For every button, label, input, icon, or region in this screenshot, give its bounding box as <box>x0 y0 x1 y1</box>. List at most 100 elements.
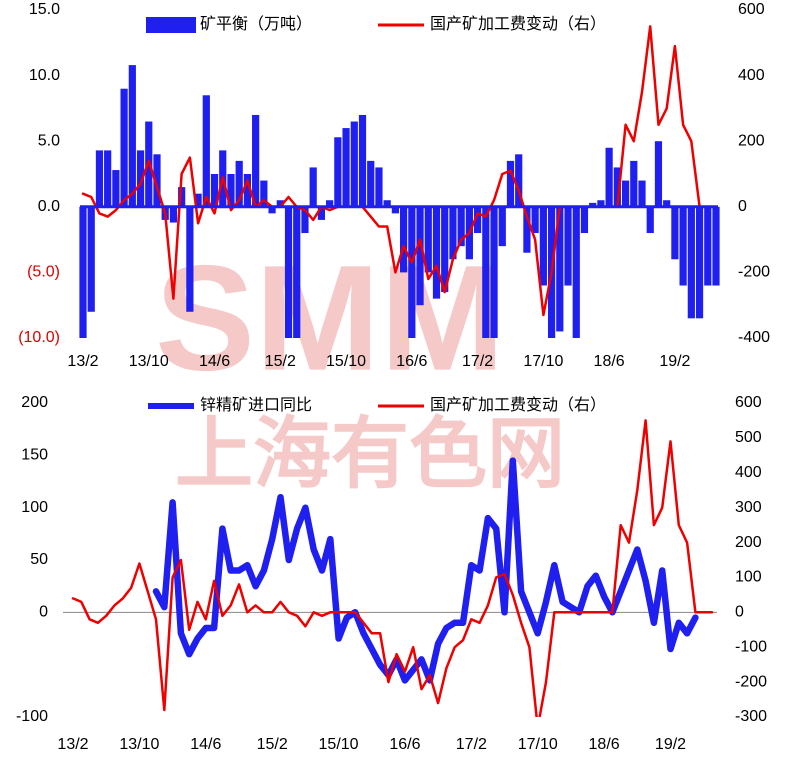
x-tick-label: 13/2 <box>57 736 88 753</box>
y-tick-label: 0 <box>39 604 48 621</box>
y2-tick-label: 200 <box>738 132 765 149</box>
x-tick-label: 13/10 <box>119 736 159 753</box>
bar <box>243 174 252 207</box>
y-tick-label: 10.0 <box>29 67 60 84</box>
x-tick-label: 16/6 <box>396 353 427 370</box>
bar <box>663 200 671 207</box>
bar <box>621 180 630 207</box>
y2-tick-label: -100 <box>735 638 767 655</box>
bar <box>128 65 136 207</box>
bar <box>416 206 424 306</box>
bar <box>227 174 235 207</box>
bar <box>687 206 695 319</box>
y-tick-label: -100 <box>16 708 48 725</box>
bar <box>342 128 350 207</box>
x-tick-label: 16/6 <box>389 736 420 753</box>
watermark-name: 上海有色网 <box>175 410 565 498</box>
x-tick-label: 17/2 <box>456 736 487 753</box>
y2-tick-label: -400 <box>738 329 770 346</box>
plot-area <box>63 419 717 717</box>
bar <box>515 154 523 207</box>
bar <box>457 206 465 247</box>
bar <box>326 200 334 207</box>
bar <box>572 206 580 338</box>
x-tick-label: 14/6 <box>190 736 221 753</box>
bar <box>712 206 720 286</box>
y2-tick-label: 600 <box>738 1 765 18</box>
bar <box>317 206 326 220</box>
bar <box>580 206 589 234</box>
bar <box>408 206 416 338</box>
bar <box>613 167 621 207</box>
bar <box>605 147 613 207</box>
y2-tick-label: 500 <box>735 429 762 446</box>
y-tick-label: 15.0 <box>29 1 60 18</box>
bar <box>695 206 704 319</box>
bar <box>679 206 687 286</box>
bar <box>654 141 663 207</box>
bar <box>704 206 712 286</box>
bar <box>449 206 457 260</box>
bar <box>169 206 178 223</box>
y2-tick-label: 0 <box>735 604 744 621</box>
legend-label: 矿平衡（万吨） <box>200 15 312 33</box>
y2-tick-label: 0 <box>738 198 747 215</box>
y-tick-label: 100 <box>21 499 48 516</box>
y2-tick-label: 200 <box>735 534 762 551</box>
y2-tick-label: -300 <box>735 708 767 725</box>
x-tick-label: 17/10 <box>523 353 563 370</box>
bar <box>178 187 186 207</box>
bar <box>136 150 145 207</box>
bar <box>276 200 284 207</box>
y-tick-label: (10.0) <box>18 329 60 346</box>
x-tick-label: 13/10 <box>129 353 169 370</box>
y2-tick-label: 400 <box>738 67 765 84</box>
bar <box>293 206 301 338</box>
y-tick-label: 150 <box>21 447 48 464</box>
bar <box>79 206 87 338</box>
bar <box>391 206 399 214</box>
bar <box>235 160 243 207</box>
y-tick-label: 0.0 <box>38 198 60 215</box>
bar <box>104 150 112 207</box>
y-tick-label: 50 <box>30 551 48 568</box>
y2-tick-label: -200 <box>735 673 767 690</box>
legend-label: 国产矿加工费变动（右） <box>430 15 606 33</box>
bar <box>301 206 309 234</box>
bar <box>531 206 539 234</box>
x-tick-label: 19/2 <box>655 736 686 753</box>
x-tick-label: 15/2 <box>265 353 296 370</box>
bar <box>210 174 219 207</box>
x-tick-label: 15/10 <box>326 353 366 370</box>
bar <box>268 206 276 214</box>
bar <box>309 167 317 207</box>
bar <box>367 160 375 207</box>
bar <box>441 206 449 293</box>
x-tick-label: 18/6 <box>589 736 620 753</box>
bar <box>400 206 408 273</box>
bar <box>506 160 515 207</box>
bar <box>638 180 646 207</box>
legend-label: 锌精矿进口同比 <box>200 396 312 414</box>
bar <box>260 180 268 207</box>
y-tick-label: 5.0 <box>38 132 60 149</box>
bar <box>252 114 260 207</box>
bar <box>589 202 597 207</box>
bar <box>284 206 293 338</box>
x-tick-label: 18/6 <box>594 353 625 370</box>
bar <box>186 206 194 312</box>
line <box>152 457 699 684</box>
bar <box>383 200 391 207</box>
legend-label: 国产矿加工费变动（右） <box>430 396 606 414</box>
y2-tick-label: 100 <box>735 569 762 586</box>
bar <box>432 206 441 299</box>
bar <box>334 137 342 207</box>
bar <box>482 206 490 338</box>
plot-area <box>79 25 720 338</box>
line <box>71 419 714 717</box>
x-tick-label: 15/2 <box>257 736 288 753</box>
bar <box>498 206 506 247</box>
bar <box>375 167 383 207</box>
bar <box>523 206 531 253</box>
